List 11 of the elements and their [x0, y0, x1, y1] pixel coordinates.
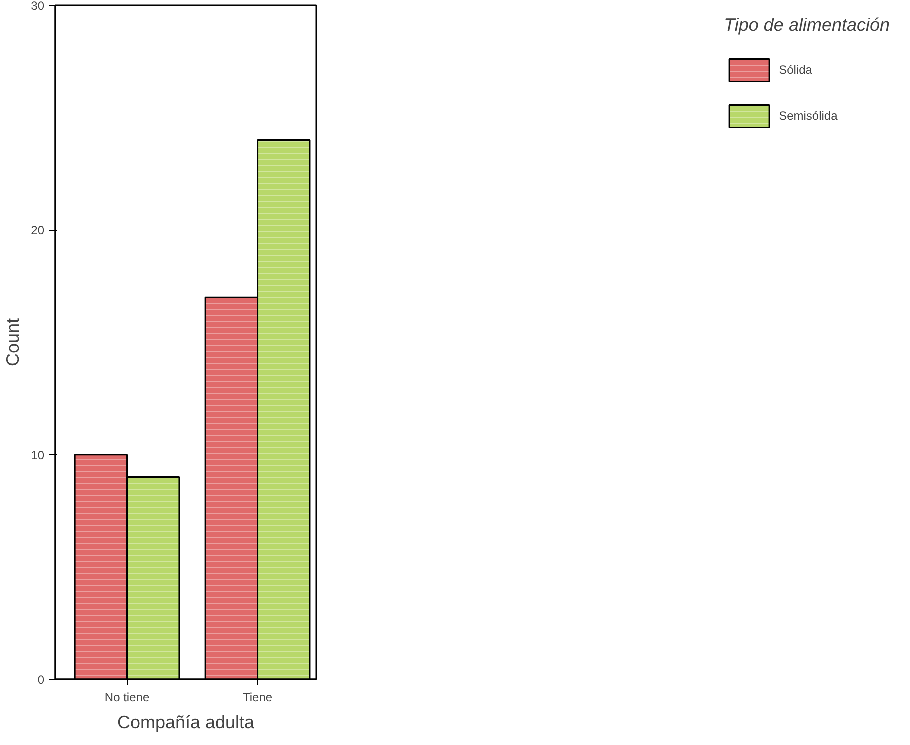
y-tick-label: 30 [31, 0, 45, 13]
legend-label: Sólida [779, 63, 812, 77]
y-tick-label: 10 [31, 448, 45, 462]
y-axis-title: Count [3, 318, 24, 367]
x-tick-label: Tiene [242, 690, 273, 704]
x-tick-label: No tiene [104, 690, 150, 704]
legend-label: Semisólida [779, 109, 838, 123]
x-axis-title: Compañía adulta [117, 712, 256, 732]
legend-title: Tipo de alimentación [724, 15, 890, 36]
y-tick-label: 0 [38, 673, 45, 687]
y-tick-label: 20 [31, 224, 45, 238]
